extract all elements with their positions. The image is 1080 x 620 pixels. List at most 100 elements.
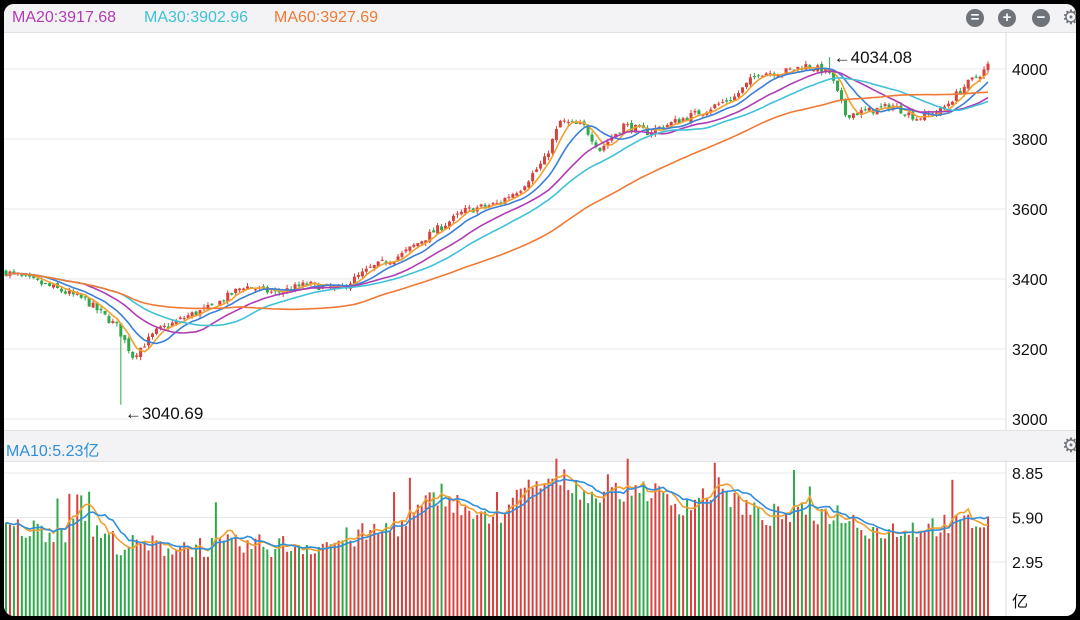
volume-bar bbox=[812, 520, 815, 616]
candle-body bbox=[48, 283, 52, 286]
volume-bar bbox=[333, 542, 336, 616]
candle-body bbox=[424, 240, 428, 243]
candle-body bbox=[210, 303, 214, 306]
price-tick-label: 4000 bbox=[1012, 62, 1048, 79]
volume-bar bbox=[733, 493, 736, 616]
volume-bar bbox=[888, 529, 891, 616]
volume-bar bbox=[353, 546, 356, 616]
ma30-label: MA30:3902.96 bbox=[144, 9, 249, 26]
volume-bar bbox=[646, 501, 649, 616]
volume-bar bbox=[800, 503, 803, 616]
collapse-icon[interactable]: = bbox=[966, 9, 984, 27]
candle-body bbox=[630, 123, 634, 132]
volume-bar bbox=[60, 528, 63, 616]
candle-body bbox=[562, 120, 566, 122]
candle-body bbox=[364, 268, 368, 272]
volume-bar bbox=[789, 521, 792, 616]
candle-body bbox=[689, 113, 693, 123]
volume-bar bbox=[527, 479, 530, 616]
candle-body bbox=[230, 292, 234, 295]
volume-tick-label: 2.95 bbox=[1012, 555, 1043, 572]
gear-icon[interactable]: ⚙ bbox=[1062, 7, 1076, 29]
volume-bar bbox=[895, 537, 898, 616]
candle-body bbox=[178, 317, 182, 319]
volume-bar bbox=[195, 544, 198, 616]
candle-body bbox=[190, 312, 194, 317]
candle-body bbox=[226, 292, 230, 302]
volume-bar bbox=[100, 537, 103, 616]
candle-body bbox=[535, 169, 539, 172]
candle-body bbox=[804, 64, 808, 70]
candle-body bbox=[309, 281, 313, 284]
volume-bar bbox=[488, 523, 491, 616]
volume-bar bbox=[606, 474, 609, 616]
volume-bar bbox=[610, 487, 613, 616]
volume-bar bbox=[662, 491, 665, 616]
candle-body bbox=[416, 243, 420, 247]
volume-bar bbox=[456, 495, 459, 616]
candle-body bbox=[487, 205, 491, 208]
candle-body bbox=[234, 288, 238, 294]
volume-bar bbox=[492, 516, 495, 616]
volume-bar bbox=[955, 515, 958, 616]
volume-bar bbox=[52, 542, 55, 616]
zoom-out-icon[interactable]: − bbox=[1032, 9, 1050, 27]
volume-bar bbox=[880, 538, 883, 616]
candle-body bbox=[606, 141, 610, 146]
volume-bar bbox=[305, 544, 308, 616]
volume-bar bbox=[218, 537, 221, 616]
candle-body bbox=[899, 105, 903, 114]
candle-body bbox=[483, 204, 487, 207]
candle-body bbox=[776, 75, 780, 78]
price-tick-label: 3800 bbox=[1012, 132, 1048, 149]
candle-body bbox=[305, 283, 309, 286]
volume-bar bbox=[899, 535, 902, 616]
volume-bar bbox=[214, 502, 217, 616]
volume-bar bbox=[424, 495, 427, 616]
candle-body bbox=[863, 109, 867, 111]
volume-bar bbox=[389, 530, 392, 616]
volume-bar bbox=[448, 496, 451, 616]
volume-bar bbox=[191, 557, 194, 616]
volume-bar bbox=[705, 497, 708, 616]
volume-bar bbox=[792, 470, 795, 616]
candle-body bbox=[451, 215, 455, 221]
volume-bar bbox=[852, 514, 855, 616]
volume-bar bbox=[697, 497, 700, 616]
price-tick-label: 3400 bbox=[1012, 272, 1048, 289]
volume-bar bbox=[381, 530, 384, 616]
volume-bar bbox=[575, 481, 578, 616]
candle-body bbox=[111, 321, 115, 323]
volume-bar bbox=[864, 535, 867, 616]
volume-bar bbox=[804, 514, 807, 616]
volume-bar bbox=[393, 492, 396, 616]
candle-body bbox=[824, 67, 828, 73]
volume-bar bbox=[626, 458, 629, 616]
volume-bar bbox=[559, 485, 562, 616]
volume-bar bbox=[832, 520, 835, 616]
volume-bar bbox=[939, 532, 942, 616]
volume-bar bbox=[179, 547, 182, 616]
candle-body bbox=[598, 147, 602, 151]
candle-body bbox=[978, 77, 982, 79]
ma5-line bbox=[5, 66, 989, 353]
volume-bar bbox=[983, 527, 986, 616]
candle-body bbox=[151, 333, 155, 337]
volume-bar bbox=[420, 506, 423, 616]
candle-body bbox=[40, 280, 44, 285]
volume-bar bbox=[428, 492, 431, 616]
volume-bar bbox=[20, 535, 23, 616]
zoom-in-icon[interactable]: + bbox=[998, 9, 1016, 27]
volume-bar bbox=[111, 531, 114, 616]
high-annotation: ←4034.08 bbox=[834, 48, 912, 67]
candle-body bbox=[590, 134, 594, 142]
candle-body bbox=[273, 290, 277, 292]
volume-bar bbox=[119, 555, 122, 616]
volume-gear-icon[interactable]: ⚙ bbox=[1062, 435, 1076, 457]
volume-bar bbox=[555, 458, 558, 616]
candle-body bbox=[744, 82, 748, 88]
candle-body bbox=[594, 142, 598, 148]
candle-body bbox=[293, 284, 297, 290]
candle-body bbox=[907, 112, 911, 116]
volume-bar bbox=[92, 536, 95, 616]
